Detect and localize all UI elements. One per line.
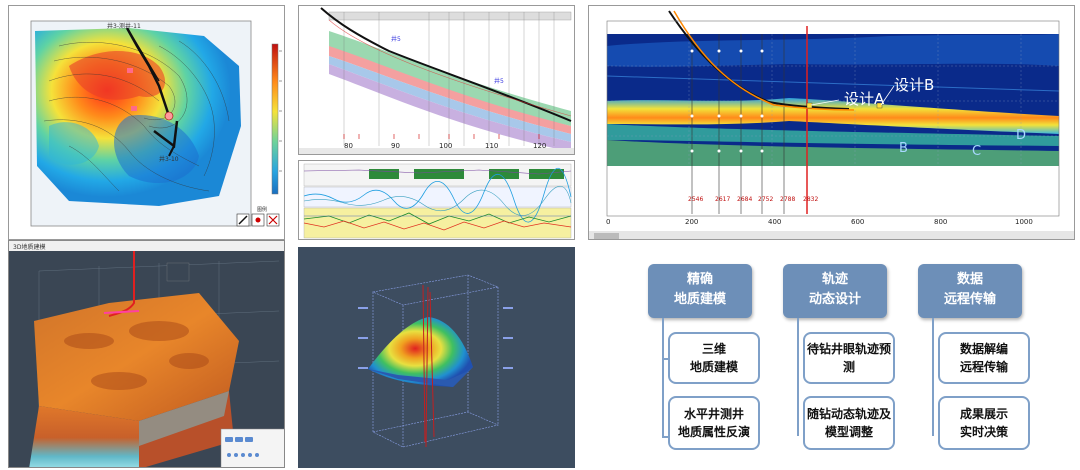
connector [932,318,934,436]
well-bottom-label: 井3-10 [159,156,179,163]
well-top-label: 井3-测井-11 [107,23,141,30]
design-b-label: 设计B [894,76,935,94]
trajectory-design-panel: 设计A 设计B B C D 2546 2617 2684 2752 2788 2… [588,5,1075,240]
section-well-tag-1: 井5 [391,36,401,43]
section-x-tick: 100 [439,142,453,150]
section-x-tick: 120 [533,142,547,150]
design-x-tick: 400 [768,218,782,226]
log-tracks-chart[interactable] [299,161,575,240]
design-x-tick: 200 [685,218,699,226]
design-a-label: 设计A [844,90,885,108]
surface-3d-panel [298,247,575,468]
well-marker: 2546 [688,196,704,203]
geomodel-3d-panel: 3D地质建模 [8,240,285,468]
contour-map-panel: 井3-测井-11 井3-10 图例 [8,5,285,240]
section-x-tick: 90 [391,142,400,150]
workflow-header-trajectory: 轨迹 动态设计 [783,264,887,318]
design-x-tick: 0 [606,218,611,226]
section-x-tick: 80 [344,142,353,150]
well-marker: 2788 [780,196,796,203]
design-x-tick: 800 [934,218,948,226]
well-section-chart[interactable] [299,6,575,155]
design-x-tick: 1000 [1015,218,1033,226]
workflow-item-data-decoding: 数据解编 远程传输 [938,332,1030,384]
geomodel-window-title: 3D地质建模 [13,244,46,251]
workflow-item-results-display: 成果展示 实时决策 [938,396,1030,450]
workflow-header-transmission: 数据 远程传输 [918,264,1022,318]
design-x-tick: 600 [851,218,865,226]
geomodel-3d-view[interactable] [9,241,285,468]
trajectory-design-chart[interactable] [589,6,1075,240]
section-well-tag-2: 井5 [494,78,504,85]
surface-3d-view[interactable] [298,247,575,468]
workflow-item-trajectory-prediction: 待钻井眼轨迹预 测 [803,332,895,384]
well-marker: 2832 [803,196,819,203]
layer-d-label: D [1016,128,1027,143]
contour-map[interactable] [9,6,285,240]
layer-b-label: B [899,141,908,156]
section-x-tick: 110 [485,142,499,150]
layer-c-label: C [972,144,982,159]
well-marker: 2684 [737,196,753,203]
workflow-diagram: 精确 地质建模 三维 地质建模 水平井测井 地质属性反演 轨迹 动态设计 待钻井… [590,250,1075,468]
workflow-item-while-drilling-adjust: 随钻动态轨迹及 模型调整 [803,396,895,450]
geomodel-toolbar: 3D地质建模 [9,241,284,251]
well-section-panel: 井5 井5 80 90 100 110 120 [298,5,575,155]
well-marker: 2617 [715,196,731,203]
well-marker: 2752 [758,196,774,203]
connector [662,318,664,436]
workflow-header-modeling: 精确 地质建模 [648,264,752,318]
workflow-item-log-inversion: 水平井测井 地质属性反演 [668,396,760,450]
connector [797,318,799,436]
legend-label: 图例 [257,207,268,213]
workflow-item-3d-modeling: 三维 地质建模 [668,332,760,384]
log-tracks-panel [298,160,575,240]
